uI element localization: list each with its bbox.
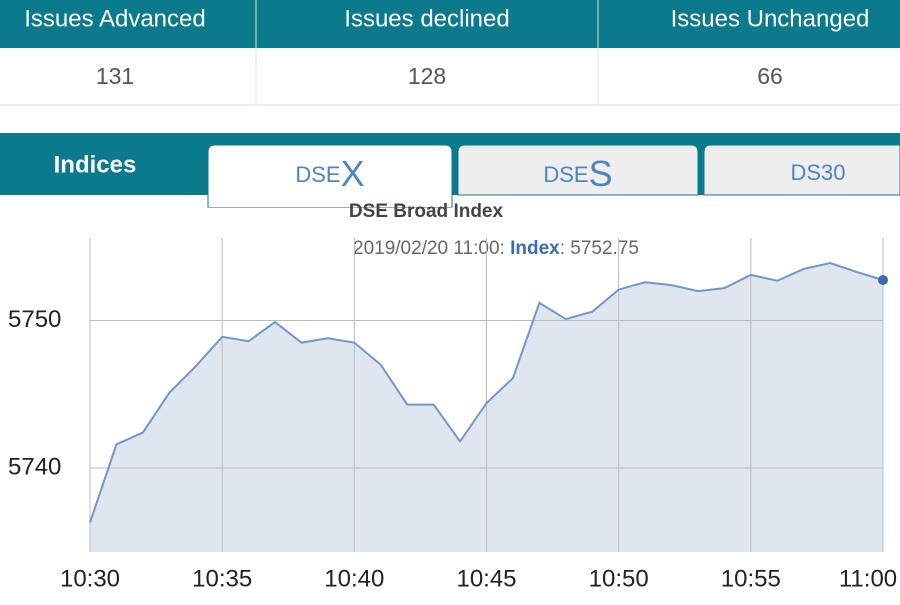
cell: 131 xyxy=(96,63,134,89)
x-tick-label: 10:50 xyxy=(589,565,649,592)
x-tick-label: 10:30 xyxy=(60,565,120,592)
tab-large: S xyxy=(589,153,613,194)
tab-small: DSE xyxy=(295,162,340,187)
tooltip-series: Index xyxy=(510,238,560,259)
tab-label[interactable]: DSES xyxy=(543,153,612,194)
y-tick-label: 5740 xyxy=(8,453,61,480)
tab-label[interactable]: DS30 xyxy=(790,160,845,185)
tab-large: X xyxy=(341,153,365,194)
tab[interactable] xyxy=(703,144,900,196)
tab-label[interactable]: Indices xyxy=(54,151,137,178)
tab-join xyxy=(209,195,451,207)
tab-label[interactable]: DSEX xyxy=(295,153,364,194)
y-tick-label: 5750 xyxy=(8,306,61,333)
x-tick-label: 10:40 xyxy=(324,565,384,592)
tooltip: 2019/02/20 11:00: Index: 5752.75 xyxy=(353,238,639,259)
tooltip-value: : 5752.75 xyxy=(560,238,639,259)
cell: 128 xyxy=(408,63,446,89)
x-tick-label: 10:45 xyxy=(456,565,516,592)
tab-active[interactable] xyxy=(207,144,453,208)
header-cell: Issues Unchanged xyxy=(671,5,870,32)
x-tick-label: 10:55 xyxy=(721,565,781,592)
x-tick-label: 10:35 xyxy=(192,565,252,592)
table-header xyxy=(0,0,900,48)
tab-small: DSE xyxy=(543,162,588,187)
line xyxy=(89,262,884,523)
x-tick-label: 11:00 xyxy=(839,565,897,592)
header-cell: Issues declined xyxy=(344,5,509,32)
plot: 5740 5750 10:30 10:35 10:40 10:45 10:50 10:55 11… xyxy=(8,238,897,592)
point-marker xyxy=(878,275,888,286)
tab[interactable] xyxy=(457,144,699,196)
chart-title: DSE Broad Index xyxy=(349,201,504,222)
tooltip-time: 2019/02/20 11:00: xyxy=(353,238,505,259)
cell: 66 xyxy=(757,63,783,89)
header-cell: Issues Advanced xyxy=(24,5,205,32)
